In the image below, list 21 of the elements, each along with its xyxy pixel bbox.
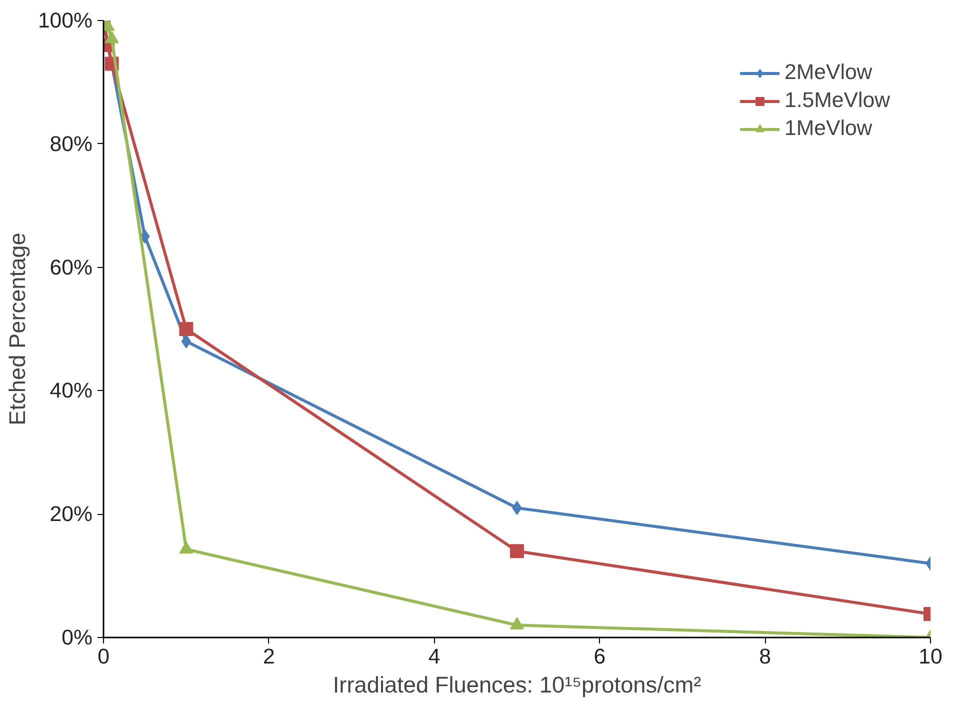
x-axis-title: Irradiated Fluences: 10¹⁵protons/cm² <box>332 672 702 698</box>
x-tick-label: 6 <box>594 644 606 668</box>
point <box>179 322 194 336</box>
y-tick-label: 60% <box>50 255 93 280</box>
point <box>104 31 119 44</box>
x-tick-label: 2 <box>262 644 275 668</box>
y-tick-label: 100% <box>38 8 93 32</box>
point <box>181 334 192 348</box>
x-tick-label: 0 <box>98 644 110 668</box>
x-tick-label: 4 <box>428 644 440 668</box>
legend-label: 2MeVlow <box>784 60 872 85</box>
legend-label: 1.5MeVlow <box>784 88 890 113</box>
y-tick-label: 0% <box>62 626 93 650</box>
point <box>510 544 524 558</box>
y-tick-label: 40% <box>50 378 93 403</box>
y-tick-label: 20% <box>50 502 93 526</box>
y-tick-label: 80% <box>50 132 93 156</box>
y-axis-title: Etched Percentage <box>4 232 30 426</box>
x-tick-label: 10 <box>918 644 942 668</box>
legend-label: 1MeVlow <box>784 116 872 141</box>
x-tick-label: 8 <box>759 644 772 668</box>
